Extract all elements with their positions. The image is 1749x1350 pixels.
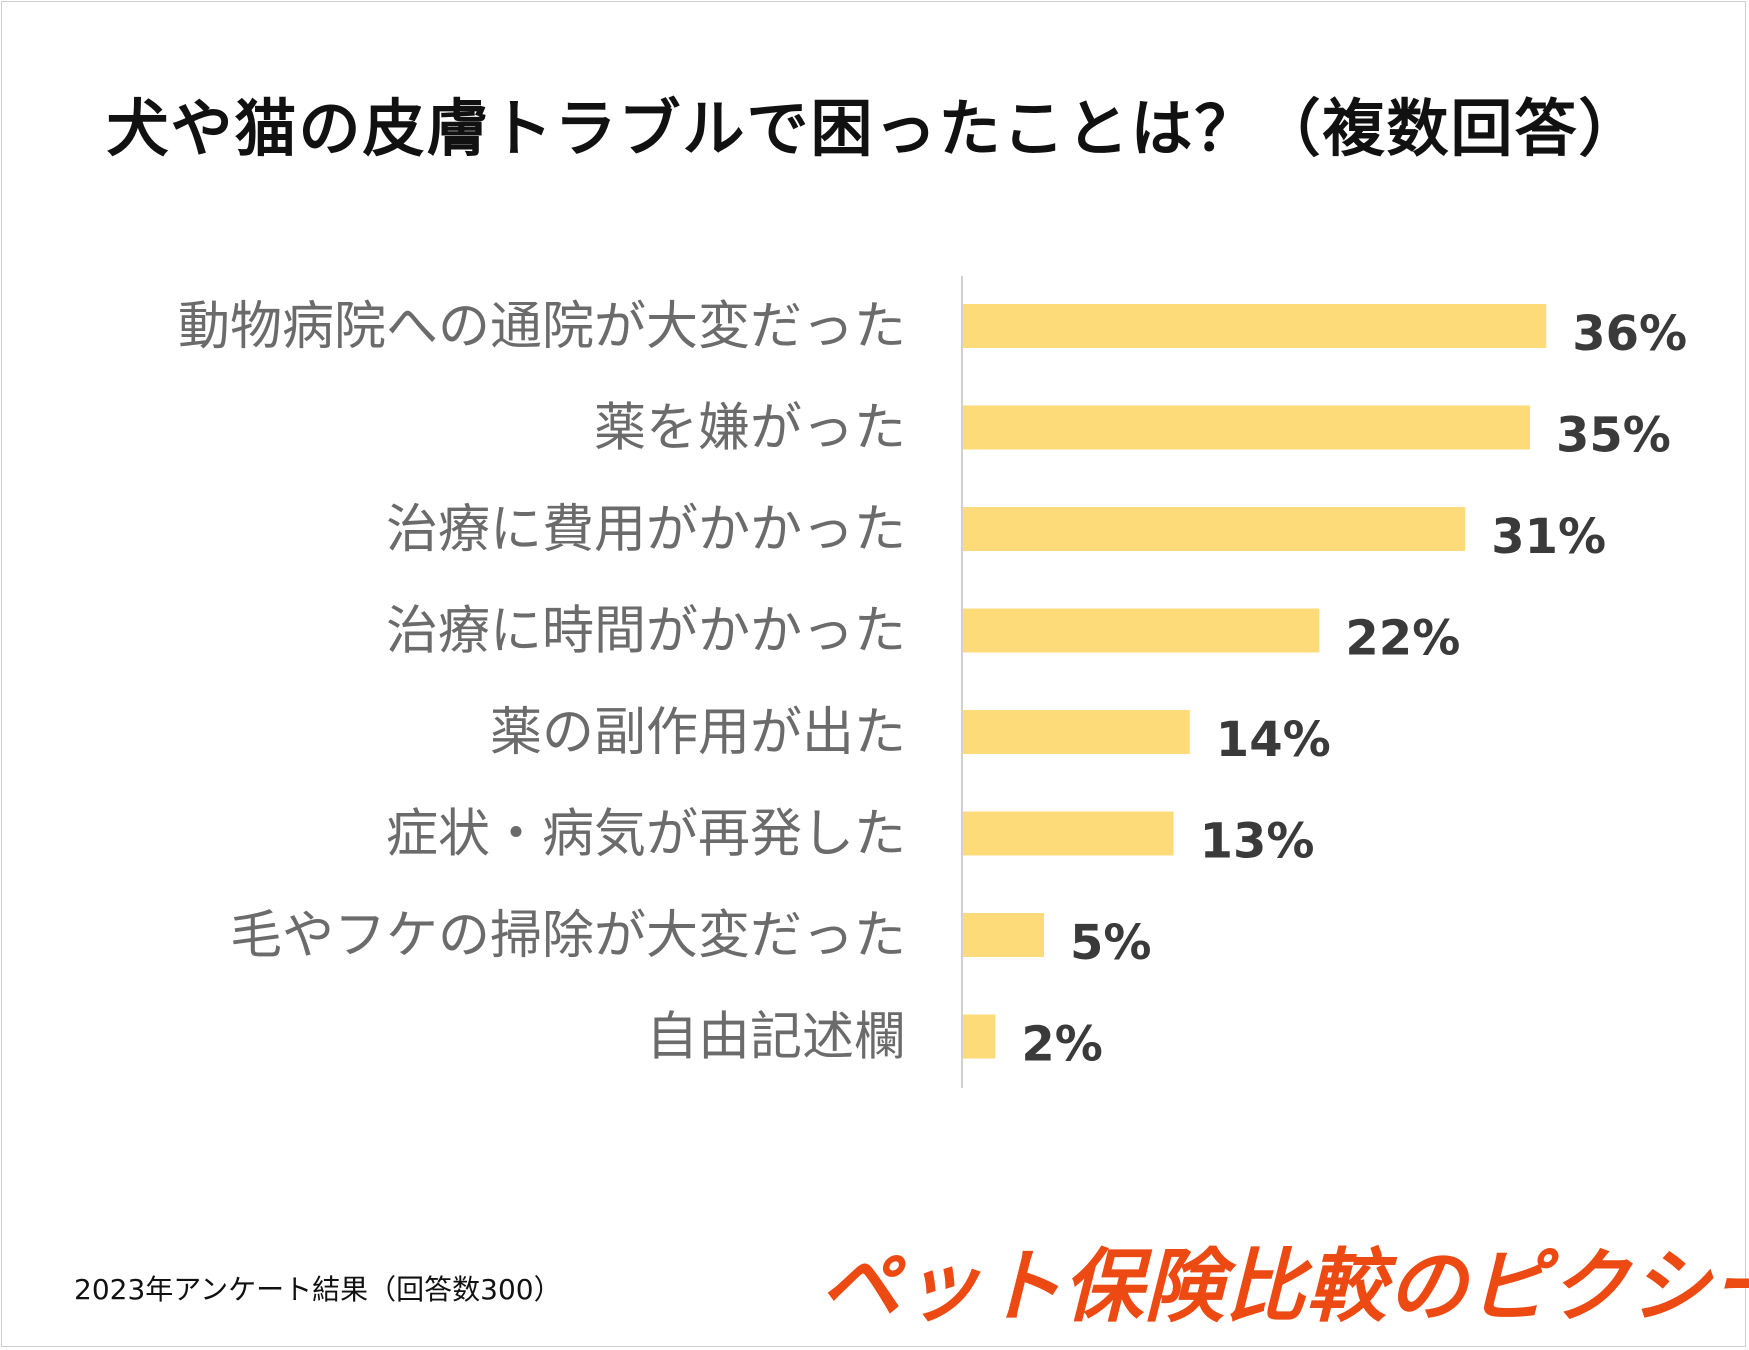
bar bbox=[963, 913, 1044, 957]
data-label: 5% bbox=[1070, 915, 1152, 971]
bar bbox=[963, 1014, 996, 1059]
bar-chart: 動物病院への通院が大変だった 36% 薬を嫌がった 35% 治療に費用がかかった 31% 治… bbox=[178, 276, 1687, 1088]
category-label: 動物病院への通院が大変だった bbox=[178, 297, 906, 357]
category-label: 自由記述欄 bbox=[646, 1008, 906, 1068]
data-label: 22% bbox=[1345, 611, 1460, 667]
data-label: 13% bbox=[1200, 814, 1315, 870]
brand-logo-text: ペット保険比較のピクシー bbox=[820, 1240, 1749, 1333]
bar bbox=[963, 405, 1530, 450]
category-label: 治療に費用がかかった bbox=[386, 500, 906, 560]
bar bbox=[963, 608, 1320, 653]
data-label: 2% bbox=[1021, 1017, 1103, 1073]
category-label: 毛やフケの掃除が大変だった bbox=[230, 906, 906, 966]
bar bbox=[963, 811, 1174, 856]
category-label: 薬を嫌がった bbox=[594, 399, 906, 459]
bars-group: 動物病院への通院が大変だった 36% 薬を嫌がった 35% 治療に費用がかかった 31% 治… bbox=[178, 297, 1687, 1073]
data-label: 35% bbox=[1556, 408, 1671, 464]
data-label: 31% bbox=[1491, 509, 1606, 565]
bar bbox=[963, 507, 1466, 551]
data-label: 36% bbox=[1572, 306, 1687, 362]
bar bbox=[963, 710, 1190, 754]
data-label: 14% bbox=[1216, 712, 1331, 768]
bar bbox=[963, 304, 1547, 348]
category-label: 薬の副作用が出た bbox=[490, 703, 906, 763]
category-label: 症状・病気が再発した bbox=[386, 805, 906, 865]
category-label: 治療に時間がかかった bbox=[386, 602, 906, 662]
survey-note: 2023年アンケート結果（回答数300） bbox=[74, 1273, 562, 1306]
chart-title: 犬や猫の皮膚トラブルで困ったことは？（複数回答） bbox=[106, 92, 1643, 165]
